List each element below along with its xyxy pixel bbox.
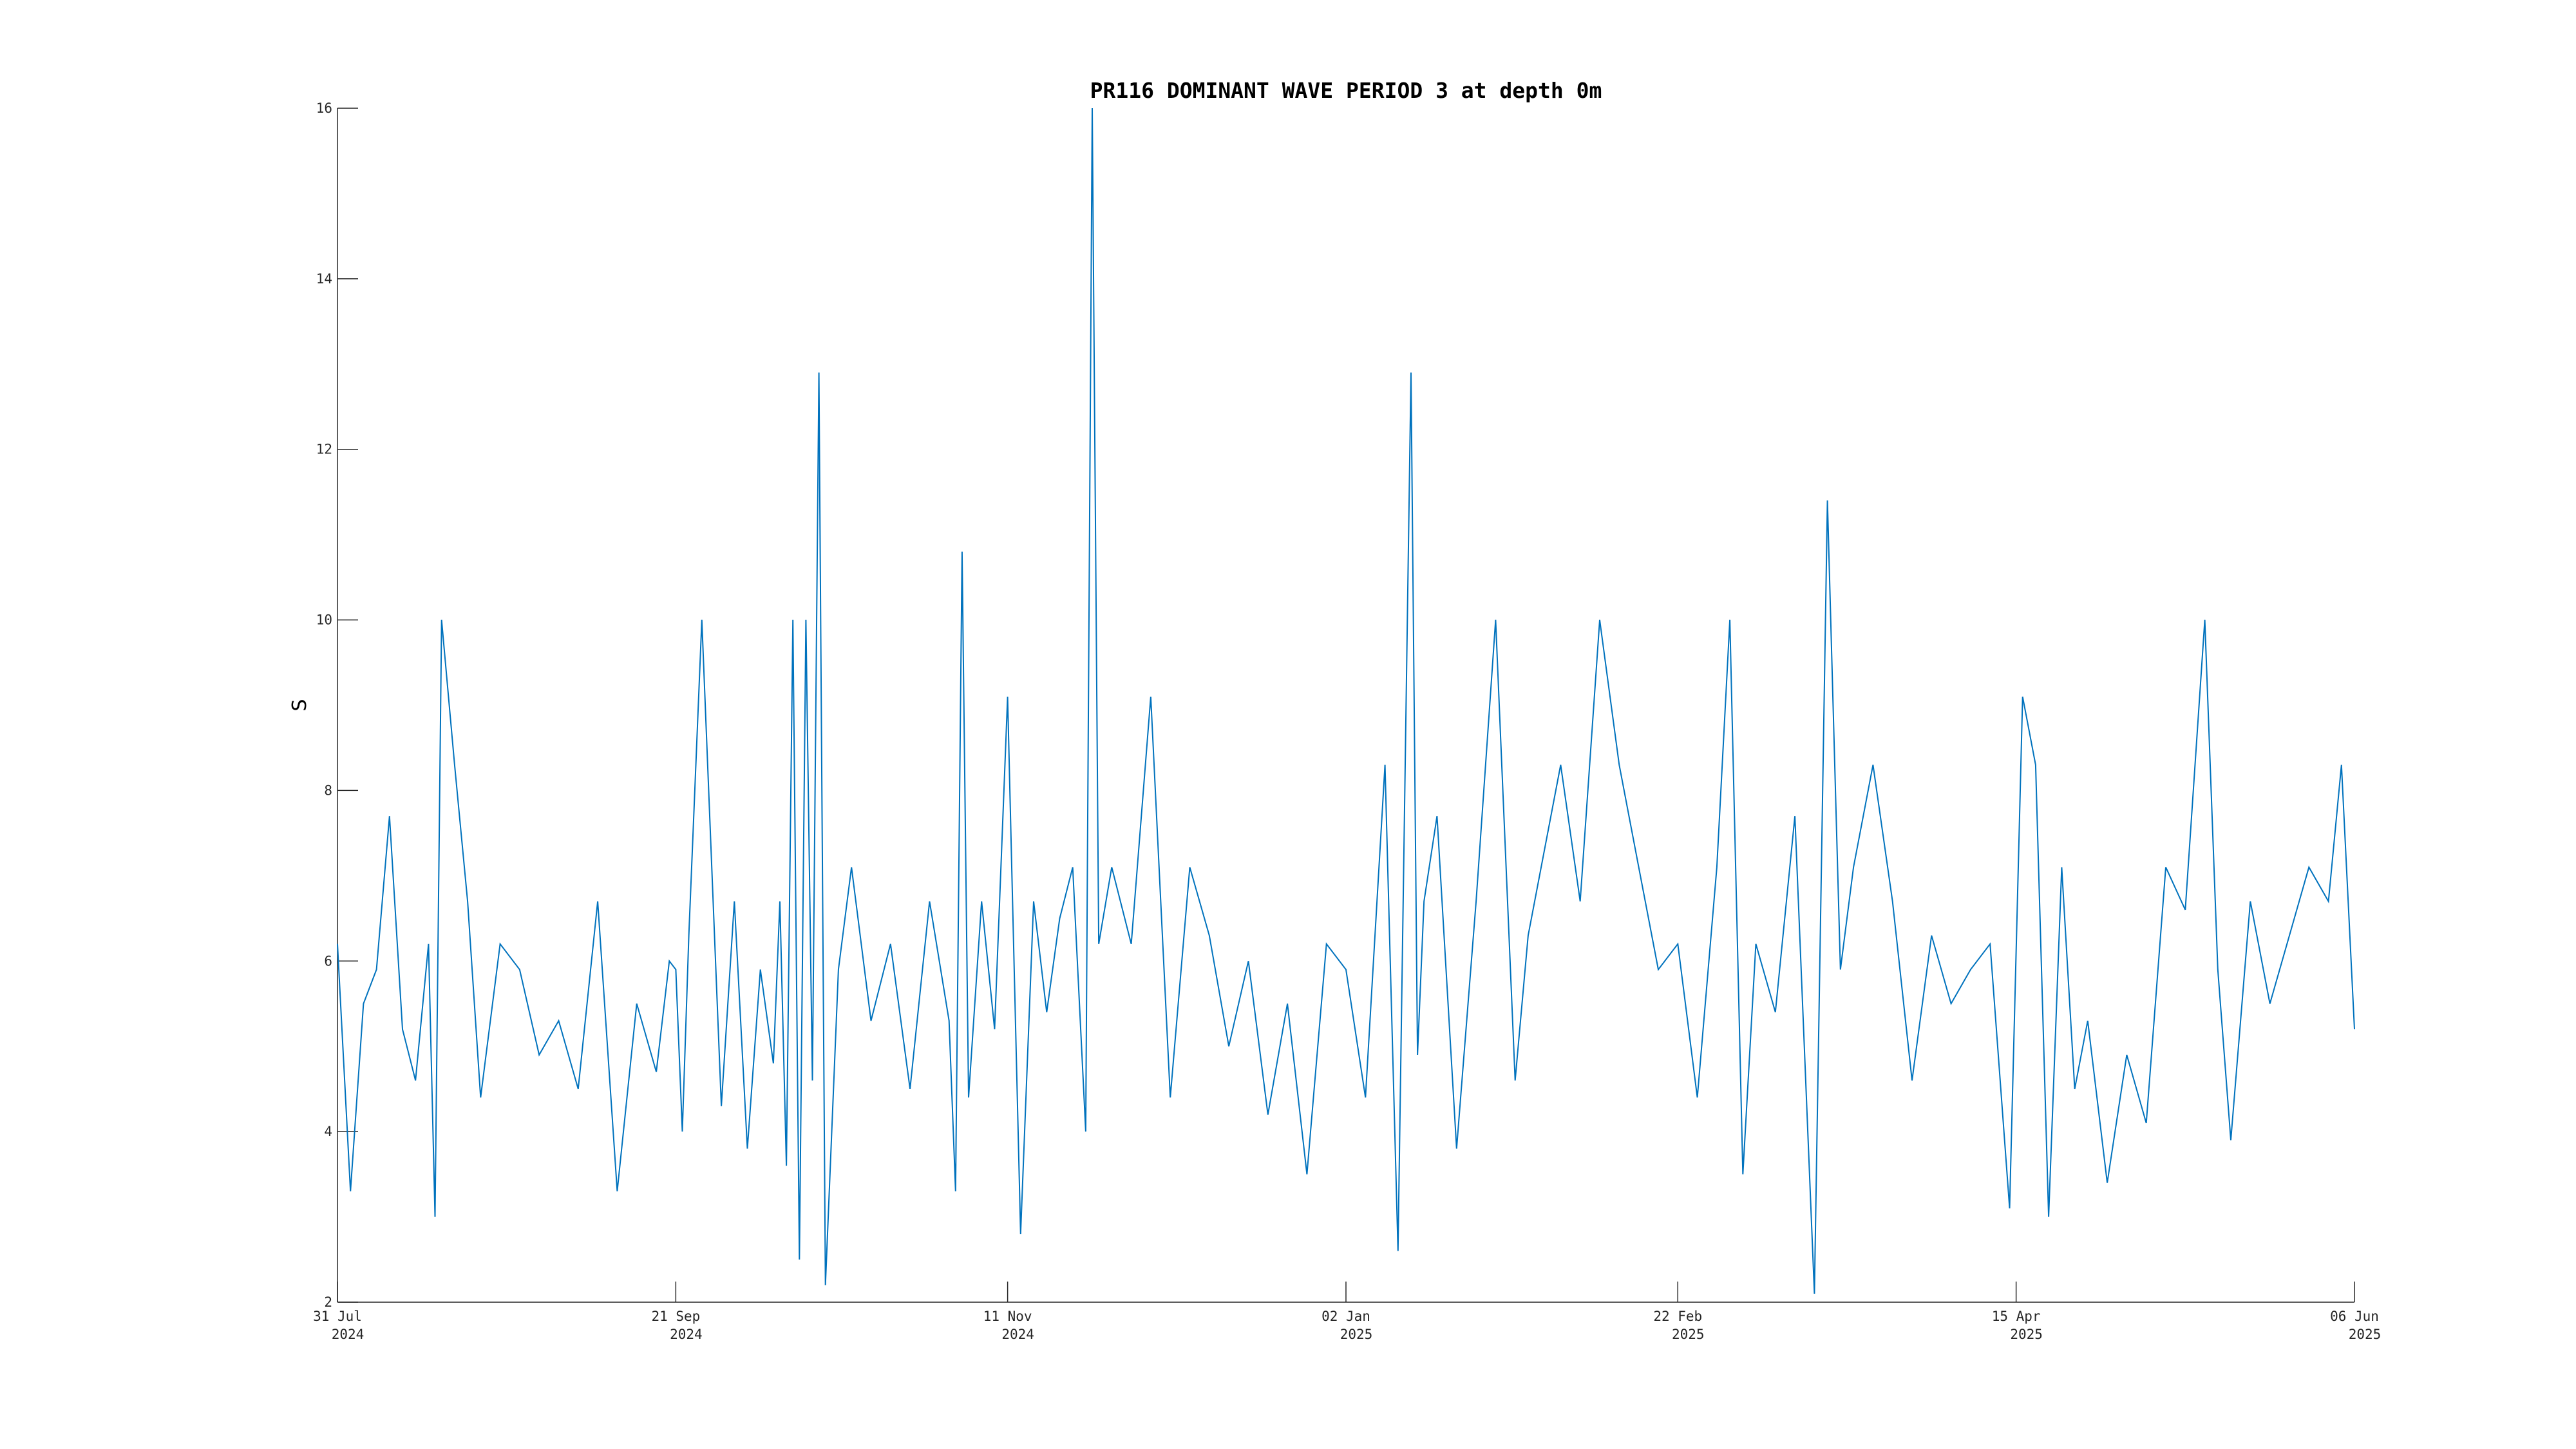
x-tick-year: 2024 — [332, 1327, 365, 1342]
y-tick-label: 2 — [324, 1294, 332, 1310]
chart-title: PR116 DOMINANT WAVE PERIOD 3 at depth 0m — [1090, 78, 1602, 103]
y-tick-label: 14 — [316, 271, 332, 287]
x-ticks: 31 Jul 2024 21 Sep 2024 11 Nov 2024 02 Jan 2025… — [313, 1282, 2381, 1342]
x-tick-year: 2025 — [2010, 1327, 2043, 1342]
x-tick-label: 21 Sep — [651, 1309, 700, 1324]
x-tick-year: 2025 — [2349, 1327, 2382, 1342]
x-tick-label: 15 Apr — [1992, 1309, 2041, 1324]
y-tick-label: 4 — [324, 1124, 332, 1139]
x-tick-year: 2024 — [670, 1327, 703, 1342]
x-tick-label: 22 Feb — [1653, 1309, 1702, 1324]
plot-area — [337, 108, 2355, 1294]
x-tick-label: 31 Jul — [313, 1309, 362, 1324]
x-tick-label: 11 Nov — [983, 1309, 1032, 1324]
y-tick-label: 16 — [316, 100, 332, 116]
x-tick-label: 06 Jun — [2330, 1309, 2379, 1324]
y-axis-label: S — [289, 699, 311, 711]
x-tick-year: 2025 — [1672, 1327, 1705, 1342]
x-tick-label: 02 Jan — [1321, 1309, 1370, 1324]
x-tick-year: 2025 — [1340, 1327, 1373, 1342]
series-line-0 — [337, 108, 2355, 1294]
x-tick-year: 2024 — [1001, 1327, 1034, 1342]
y-tick-label: 8 — [324, 782, 332, 798]
y-tick-label: 12 — [316, 442, 332, 457]
y-tick-label: 6 — [324, 953, 332, 969]
y-tick-label: 10 — [316, 612, 332, 628]
